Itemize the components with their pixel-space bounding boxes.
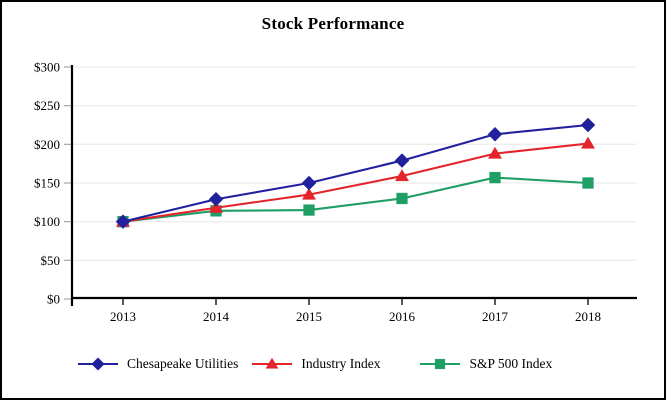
svg-text:$100: $100 [34,214,60,229]
svg-text:$250: $250 [34,98,60,113]
chart-legend: Chesapeake Utilities Industry Index S&P … [78,354,552,374]
svg-text:2017: 2017 [482,309,509,324]
chart-title: Stock Performance [261,14,405,33]
svg-text:$300: $300 [34,60,60,75]
legend-item-chesapeake-utilities: Chesapeake Utilities [78,356,238,372]
legend-label-sp500-index: S&P 500 Index [469,356,553,371]
legend-label-industry-index: Industry Index [301,356,381,371]
legend-item-sp500-index: S&P 500 Index [420,356,552,372]
svg-text:$150: $150 [34,176,60,191]
svg-text:2013: 2013 [110,309,136,324]
svg-text:$0: $0 [47,292,60,307]
svg-text:2018: 2018 [575,309,601,324]
triangle-marker-icon [252,357,293,369]
svg-text:$50: $50 [41,253,61,268]
square-marker-icon [420,358,461,370]
svg-text:$200: $200 [34,137,60,152]
legend-item-industry-index: Industry Index [252,356,380,372]
svg-text:2016: 2016 [389,309,416,324]
svg-text:2015: 2015 [296,309,322,324]
diamond-marker-icon [78,357,118,371]
svg-text:2014: 2014 [203,309,230,324]
legend-label-chesapeake-utilities: Chesapeake Utilities [127,356,239,371]
